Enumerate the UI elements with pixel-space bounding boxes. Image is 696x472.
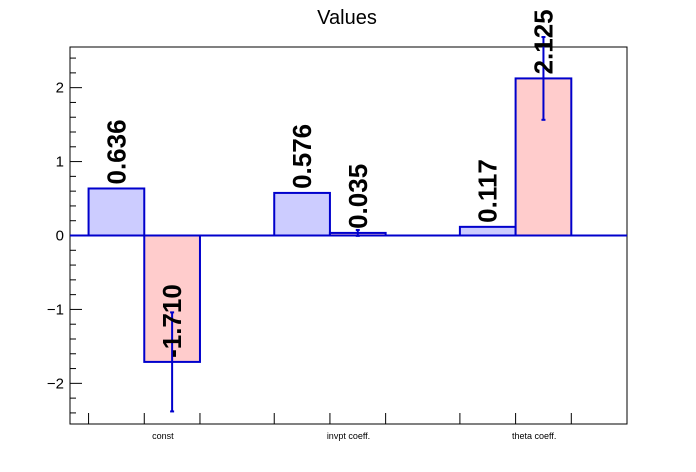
x-axis: const invpt coeff. theta coeff. [88,413,572,441]
x-category-label: const [152,431,174,441]
bar [458,225,517,237]
y-tick-label: −1 [47,301,64,318]
x-category-label: theta coeff. [512,431,556,441]
y-tick-label: −2 [47,375,64,392]
bar [273,191,331,237]
y-tick-label: 2 [56,80,64,97]
bar [87,187,146,237]
bar-value-label: 2.125 [528,9,558,74]
y-tick-label: 1 [56,154,64,171]
bar-value-label: 0.576 [287,124,317,189]
bar-value-label: 0.035 [343,164,373,229]
x-category-label: invpt coeff. [327,431,370,441]
y-axis: −2 −1 0 1 2 [47,57,82,414]
y-tick-label: 0 [56,228,64,245]
chart-title: Values [317,7,377,29]
bar-value-label: 0.117 [473,159,503,223]
bar-value-label: 0.636 [101,119,131,184]
bar-layer [87,36,573,413]
data-label-layer: 0.636 0.576 0.117 -1.710 0.035 2.125 [101,9,558,358]
bar-value-label: -1.710 [157,284,187,358]
